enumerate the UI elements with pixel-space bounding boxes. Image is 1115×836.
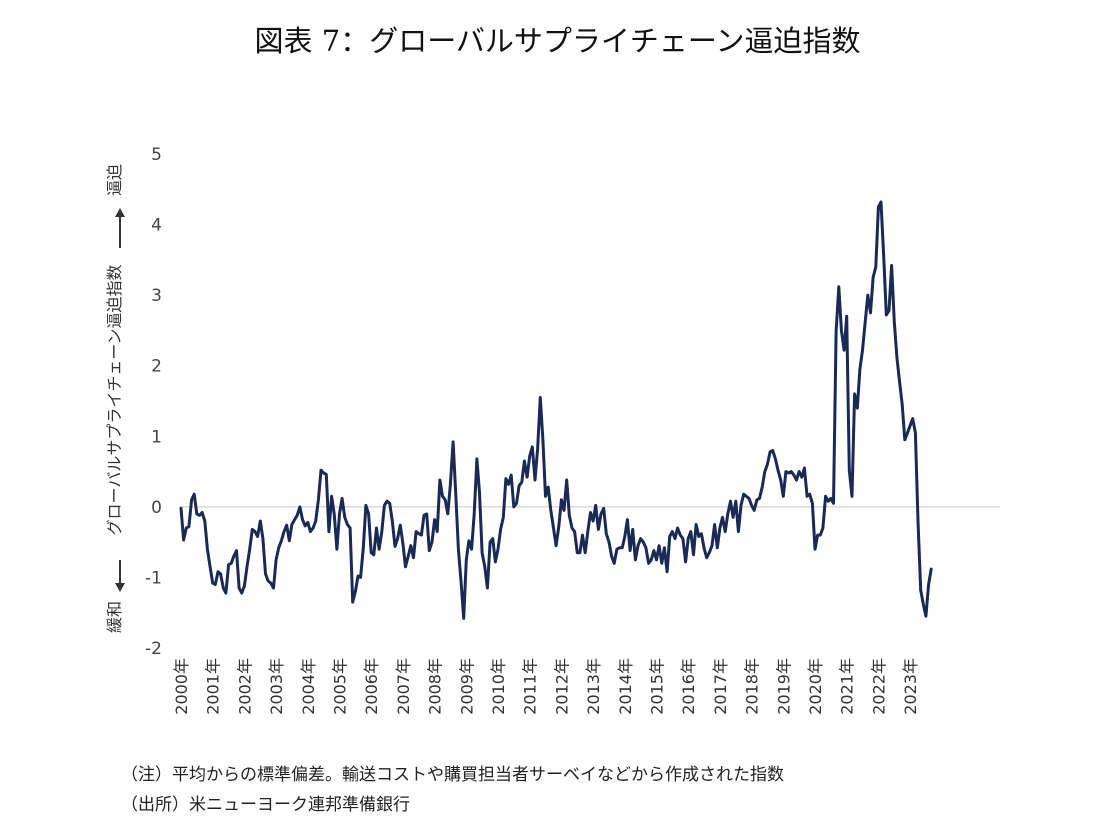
down-arrowhead-icon bbox=[115, 583, 125, 592]
y-axis-label: グローバルサプライチェーン逼迫指数 bbox=[105, 264, 124, 535]
y-axis-title: 緩和 グローバルサプライチェーン逼迫指数 逼迫 bbox=[105, 164, 125, 633]
y-tick-label: 5 bbox=[151, 145, 162, 165]
x-tick-label: 2000年 bbox=[172, 658, 191, 715]
x-tick-label: 2001年 bbox=[204, 658, 223, 715]
y-tick-label: 1 bbox=[151, 427, 162, 447]
x-tick-label: 2004年 bbox=[299, 658, 318, 715]
x-tick-label: 2003年 bbox=[267, 658, 286, 715]
x-tick-label: 2013年 bbox=[584, 658, 603, 715]
x-tick-label: 2005年 bbox=[331, 658, 350, 715]
y-label-top: 逼迫 bbox=[105, 164, 124, 196]
footnote: （注）平均からの標準偏差。輸送コストや購買担当者サーベイなどから作成された指数 bbox=[121, 765, 784, 785]
x-axis-ticks: 2000年 2001年 2002年 2003年 2004年 2005年 2006年 2007年… bbox=[172, 658, 920, 715]
up-arrowhead-icon bbox=[115, 208, 125, 217]
source-note: （出所）米ニューヨーク連邦準備銀行 bbox=[121, 795, 410, 815]
y-axis-ticks: -2 -1 0 1 2 3 4 5 bbox=[145, 145, 162, 659]
x-tick-label: 2018年 bbox=[743, 658, 762, 715]
y-label-bottom: 緩和 bbox=[105, 601, 124, 633]
x-tick-label: 2014年 bbox=[616, 658, 635, 715]
y-tick-label: 4 bbox=[151, 216, 162, 236]
series-line bbox=[179, 200, 933, 620]
x-tick-label: 2011年 bbox=[521, 658, 540, 715]
chart-title: 図表 7：グローバルサプライチェーン逼迫指数 bbox=[254, 24, 861, 58]
line-chart: -2 -1 0 1 2 3 4 5 2000年 2001年 2002年 2003年 2004年 2005… bbox=[105, 145, 1000, 715]
x-tick-label: 2022年 bbox=[869, 658, 888, 715]
x-tick-label: 2008年 bbox=[426, 658, 445, 715]
x-tick-label: 2023年 bbox=[901, 658, 920, 715]
x-tick-label: 2009年 bbox=[457, 658, 476, 715]
x-tick-label: 2002年 bbox=[235, 658, 254, 715]
x-tick-label: 2007年 bbox=[394, 658, 413, 715]
x-tick-label: 2015年 bbox=[648, 658, 667, 715]
y-tick-label: 3 bbox=[151, 286, 162, 306]
y-tick-label: -1 bbox=[145, 568, 162, 588]
x-tick-label: 2017年 bbox=[711, 658, 730, 715]
x-tick-label: 2016年 bbox=[679, 658, 698, 715]
y-tick-label: 0 bbox=[151, 498, 162, 518]
x-tick-label: 2012年 bbox=[552, 658, 571, 715]
y-tick-label: 2 bbox=[151, 357, 162, 377]
y-tick-label: -2 bbox=[145, 639, 162, 659]
x-tick-label: 2021年 bbox=[838, 658, 857, 715]
x-tick-label: 2020年 bbox=[806, 658, 825, 715]
x-tick-label: 2010年 bbox=[489, 658, 508, 715]
x-tick-label: 2019年 bbox=[774, 658, 793, 715]
x-tick-label: 2006年 bbox=[362, 658, 381, 715]
